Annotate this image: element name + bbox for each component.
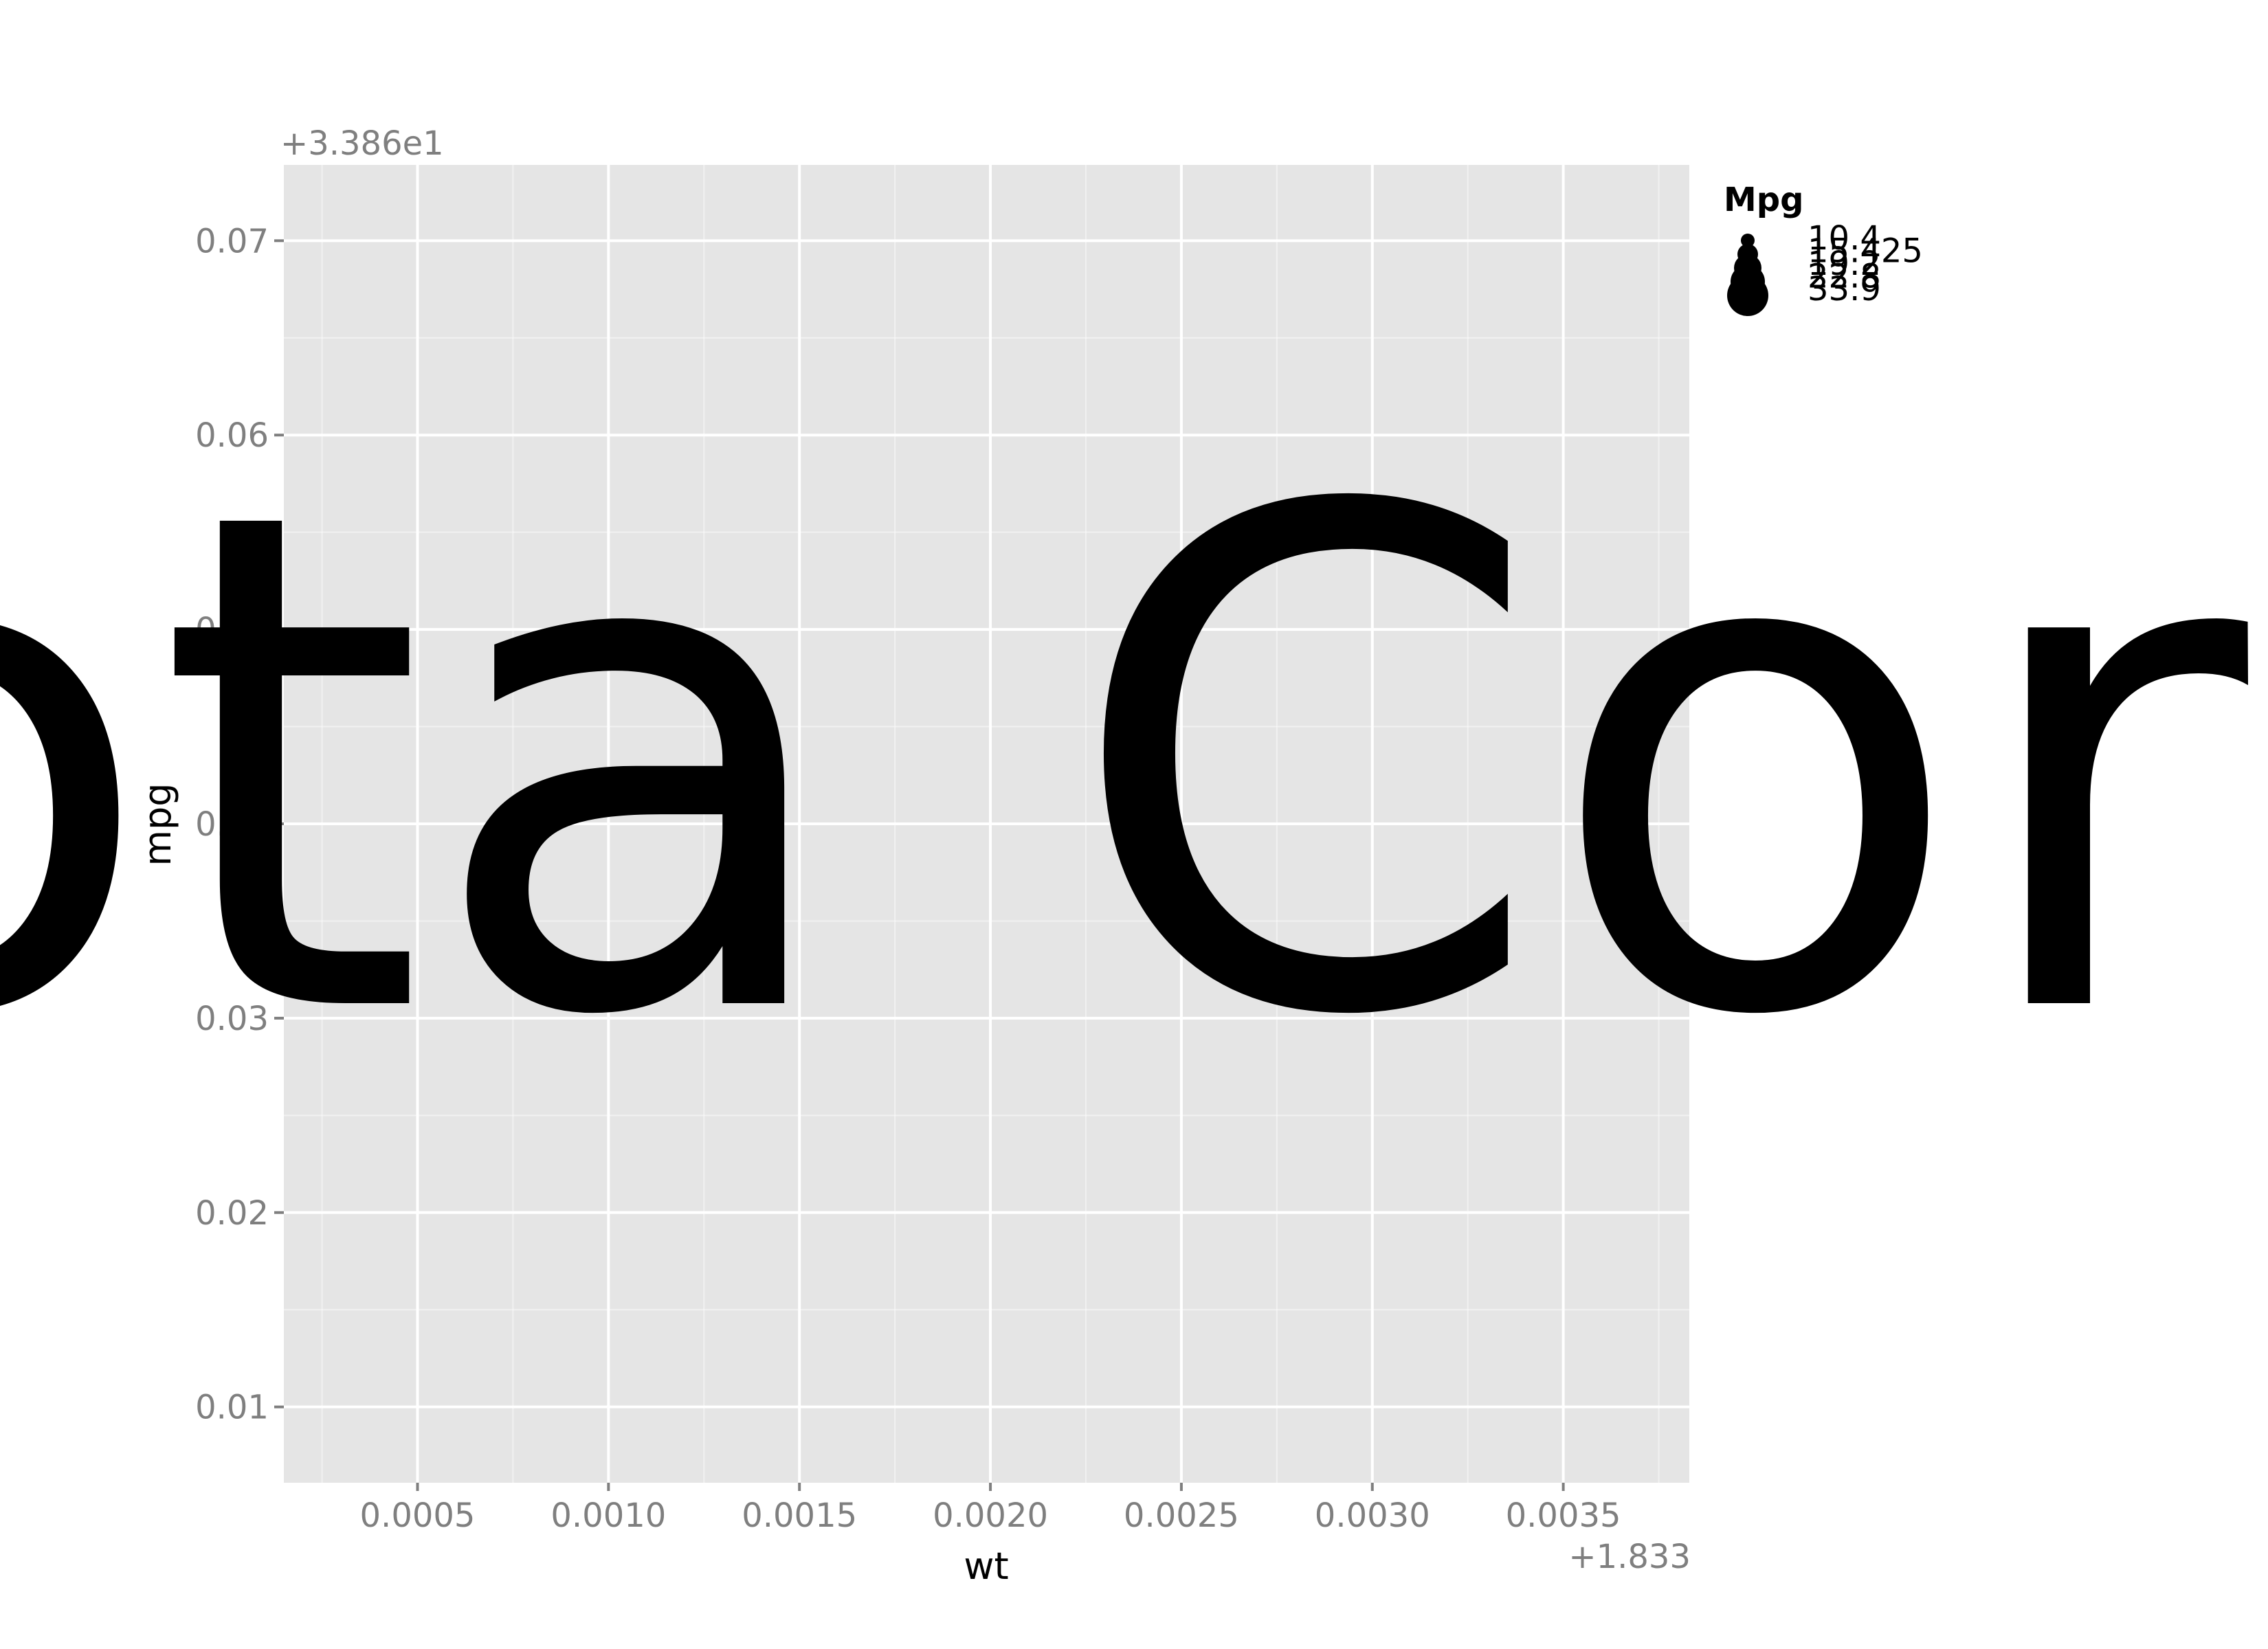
y-tick-label: 0.04 (195, 805, 269, 844)
x-tick-label: 0.0025 (1124, 1496, 1239, 1535)
x-axis-title: wt (964, 1545, 1008, 1588)
x-tick-label: 0.0020 (933, 1496, 1048, 1535)
legend-size-key (1741, 234, 1755, 247)
overlay-watermark-text: Toyota Corolla (0, 366, 2268, 1165)
legend-label: 19.2 (1808, 245, 1881, 283)
y-tick-label: 0.01 (195, 1389, 269, 1427)
x-offset-label: +1.833 (1568, 1538, 1691, 1576)
y-tick-label: 0.07 (195, 222, 269, 260)
x-tick-label: 0.0010 (551, 1496, 666, 1535)
y-offset-label: +3.386e1 (280, 124, 444, 163)
y-tick-label: 0.05 (195, 611, 269, 649)
legend-label: 22.8 (1808, 258, 1881, 296)
legend-label: 15.425 (1808, 232, 1923, 271)
legend-title: Mpg (1724, 181, 1803, 219)
y-axis-title: mpg (136, 783, 179, 866)
legend-size-key (1727, 275, 1768, 316)
x-tick-label: 0.0015 (742, 1496, 857, 1535)
x-tick-label: 0.0005 (360, 1496, 476, 1535)
legend-label: 33.9 (1808, 270, 1881, 309)
major-gridlines (284, 165, 1689, 1483)
y-axis-ticks: 0.01 0.02 0.03 0.04 0.05 0.06 0.07 (195, 222, 284, 1427)
y-tick-label: 0.02 (195, 1194, 269, 1233)
x-tick-label: 0.0030 (1315, 1496, 1430, 1535)
x-axis-ticks: 0.0005 0.0010 0.0015 0.0020 0.0025 0.0030 0.00… (360, 1483, 1621, 1535)
y-tick-label: 0.03 (195, 1000, 269, 1038)
x-tick-label: 0.0035 (1506, 1496, 1621, 1535)
legend-label: 10.4 (1808, 219, 1881, 258)
y-tick-label: 0.06 (195, 416, 269, 455)
